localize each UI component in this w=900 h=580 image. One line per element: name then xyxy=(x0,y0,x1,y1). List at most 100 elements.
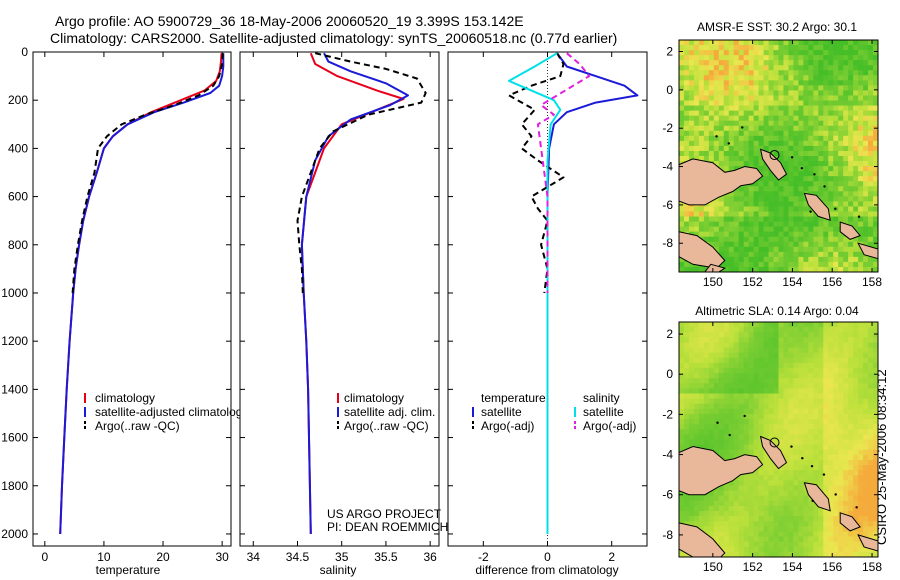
map-cell xyxy=(863,65,869,71)
map-cell xyxy=(858,196,864,202)
map-cell xyxy=(868,80,874,86)
map-cell xyxy=(808,511,814,517)
map-cell xyxy=(863,383,869,389)
map-cell xyxy=(688,45,695,51)
map-cell xyxy=(873,216,878,222)
map-cell xyxy=(723,251,730,258)
map-cell xyxy=(733,373,740,379)
map-cell xyxy=(738,110,745,117)
map-cell xyxy=(753,196,760,202)
map-cell xyxy=(758,475,764,481)
map-cell xyxy=(763,470,769,476)
island-speck xyxy=(801,457,804,460)
map-cell xyxy=(778,135,784,142)
map-cell xyxy=(703,95,710,101)
map-cell xyxy=(803,181,809,187)
map-cell xyxy=(768,388,774,394)
map-cell xyxy=(823,171,829,177)
map-cell xyxy=(733,541,740,548)
map-cell xyxy=(753,246,760,253)
map-cell xyxy=(843,347,849,354)
map-cell xyxy=(803,221,809,228)
map-cell xyxy=(833,408,839,415)
map-cell xyxy=(733,236,740,243)
map-cell xyxy=(853,80,859,86)
map-cell xyxy=(823,150,829,157)
map-cell xyxy=(853,40,859,46)
map-cell xyxy=(818,413,824,420)
map-cell xyxy=(708,100,715,106)
map-cell xyxy=(743,531,750,537)
map-cell xyxy=(848,342,854,348)
map-cell xyxy=(823,475,829,481)
map-cell xyxy=(738,526,745,532)
map-cell xyxy=(813,246,819,253)
map-cell xyxy=(823,266,829,272)
map-cell xyxy=(708,332,715,338)
map-cell xyxy=(838,541,844,548)
map-cell xyxy=(843,125,849,132)
map-cell xyxy=(748,541,755,548)
map-cell xyxy=(853,110,859,117)
map-cell xyxy=(723,367,730,374)
map-cell xyxy=(788,181,794,187)
map-cell xyxy=(728,80,735,86)
map-cell xyxy=(818,378,824,384)
map-cell xyxy=(723,50,730,56)
map-cell xyxy=(693,408,700,415)
map-cell xyxy=(838,424,844,430)
map-cell xyxy=(708,231,715,238)
y-tick-label: 1200 xyxy=(1,334,28,348)
map-cell xyxy=(698,65,705,71)
map-cell xyxy=(693,110,700,117)
map-cell xyxy=(853,454,859,461)
map-cell xyxy=(833,231,839,238)
map-cell xyxy=(838,45,844,51)
map-cell xyxy=(873,465,878,471)
map-cell xyxy=(868,256,874,263)
map-cell xyxy=(838,322,844,328)
map-cell xyxy=(758,454,764,461)
map-cell xyxy=(853,206,859,212)
map-cell xyxy=(813,434,819,440)
map-cell xyxy=(683,516,690,522)
map-cell xyxy=(768,505,774,512)
map-cell xyxy=(853,100,859,106)
map-cell xyxy=(778,201,784,207)
map-cell xyxy=(813,186,819,192)
map-cell xyxy=(848,135,854,142)
map-cell xyxy=(818,191,824,197)
map-cell xyxy=(788,500,794,507)
map-cell xyxy=(738,541,745,548)
map-cell xyxy=(833,241,839,248)
map-cell xyxy=(808,256,814,263)
map-cell xyxy=(853,140,859,147)
map-cell xyxy=(843,393,849,400)
map-cell xyxy=(723,444,730,451)
map-cell xyxy=(688,388,695,394)
map-cell xyxy=(753,327,760,333)
map-cell xyxy=(708,236,715,243)
map-cell xyxy=(798,485,804,491)
map-cell xyxy=(808,367,814,374)
map-cell xyxy=(783,419,789,425)
map-cell xyxy=(743,424,750,430)
map-cell xyxy=(868,221,874,228)
map-cell xyxy=(758,444,764,451)
map-cell xyxy=(688,403,695,410)
map-cell xyxy=(823,191,829,197)
map-cell xyxy=(723,454,730,461)
map-cell xyxy=(738,337,745,343)
map-cell xyxy=(813,531,819,537)
map-cell xyxy=(698,362,705,369)
map-cell xyxy=(758,186,764,192)
map-cell xyxy=(803,347,809,354)
map-cell xyxy=(679,403,685,410)
map-cell xyxy=(728,541,735,548)
map-cell xyxy=(703,135,710,142)
map-cell xyxy=(858,65,864,71)
map-y-tick-label: -8 xyxy=(662,528,673,542)
map-cell xyxy=(843,373,849,379)
map-cell xyxy=(738,55,745,61)
map-cell xyxy=(818,454,824,461)
